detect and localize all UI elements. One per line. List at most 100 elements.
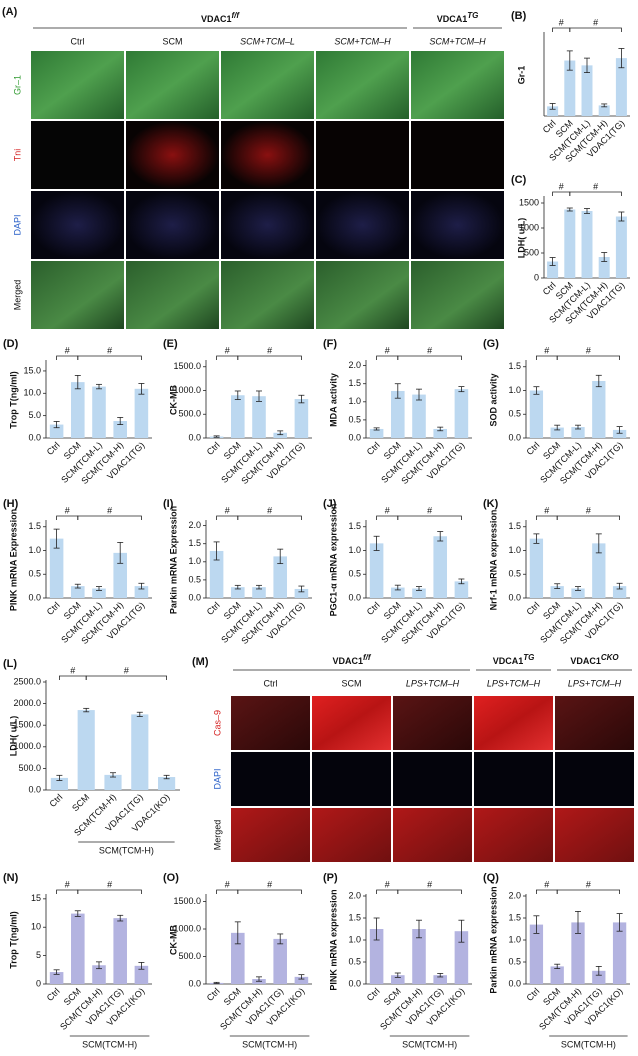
error-bar xyxy=(566,207,573,212)
error-bar xyxy=(437,973,444,978)
bar xyxy=(113,421,127,438)
micrograph xyxy=(126,51,219,119)
error-bar xyxy=(458,386,465,393)
bar xyxy=(433,975,447,984)
bar xyxy=(550,966,564,984)
y-tick-label: 1.5 xyxy=(348,378,361,388)
column-label: Ctrl xyxy=(71,36,85,46)
error-bar xyxy=(616,426,623,434)
micrograph xyxy=(393,808,472,862)
bar xyxy=(598,257,610,278)
y-tick-label: 2.0 xyxy=(348,360,361,370)
y-axis-label: PINK mRNA expression xyxy=(328,889,338,990)
micrograph xyxy=(221,51,314,119)
error-bar xyxy=(213,981,220,984)
y-tick-label: 1000.0 xyxy=(173,385,201,395)
y-tick-label: 1.0 xyxy=(188,556,201,566)
bar xyxy=(581,211,593,278)
bar xyxy=(50,777,68,790)
error-bar xyxy=(74,375,81,390)
bar xyxy=(294,976,309,984)
y-axis-label: SOD activity xyxy=(488,373,498,426)
y-tick-label: 1.0 xyxy=(28,545,41,555)
micrograph xyxy=(31,51,124,119)
y-axis-label: LDH( u/L) xyxy=(516,218,526,259)
error-bar xyxy=(53,528,60,549)
bar xyxy=(581,65,593,116)
significance-bracket xyxy=(536,889,558,894)
error-bar xyxy=(74,583,81,589)
significance-mark: # xyxy=(385,879,390,889)
bar xyxy=(113,918,127,984)
y-tick-label: 500.0 xyxy=(18,763,41,773)
significance-bracket xyxy=(216,355,239,360)
panel-label: (K) xyxy=(483,498,499,510)
significance-mark: # xyxy=(586,345,591,355)
x-tick-label: SCM xyxy=(70,792,91,813)
y-tick-label: 15 xyxy=(31,893,41,903)
error-bar xyxy=(277,430,284,436)
x-tick-label: Ctrl xyxy=(48,792,65,809)
significance-bracket xyxy=(569,27,622,32)
y-tick-label: 0.0 xyxy=(28,432,41,442)
y-axis-label: Parkin mRNA expression xyxy=(488,886,498,993)
panel-label: (B) xyxy=(511,10,527,22)
significance-mark: # xyxy=(427,345,432,355)
y-tick-label: 0.0 xyxy=(28,592,41,602)
bar xyxy=(571,922,585,984)
y-tick-label: 500.0 xyxy=(178,951,201,961)
bar xyxy=(231,587,245,598)
y-tick-label: 500 xyxy=(524,247,539,257)
micrograph xyxy=(393,696,472,750)
y-tick-label: 0.5 xyxy=(348,414,361,424)
bar xyxy=(529,924,544,984)
y-tick-label: 2000.0 xyxy=(13,698,41,708)
bar xyxy=(564,60,576,116)
error-bar xyxy=(256,390,262,402)
bar xyxy=(113,552,127,598)
x-tick-label: Ctrl xyxy=(525,440,542,457)
error-bar xyxy=(298,394,305,404)
error-bar xyxy=(533,386,540,395)
error-bar xyxy=(618,48,625,69)
significance-mark: # xyxy=(225,345,230,355)
y-tick-label: 0.0 xyxy=(188,592,201,602)
significance-bracket xyxy=(56,355,79,360)
bar xyxy=(615,216,627,278)
x-tick-label: Ctrl xyxy=(45,986,62,1003)
panel-label: (H) xyxy=(3,498,19,510)
error-bar xyxy=(136,711,143,717)
column-label: LPS+TCM–H xyxy=(487,678,541,688)
bar xyxy=(615,58,627,116)
y-tick-label: 0.0 xyxy=(348,432,361,442)
error-bar xyxy=(458,578,465,585)
significance-bracket xyxy=(552,191,571,196)
y-tick-label: 2.0 xyxy=(188,520,201,530)
y-tick-label: 1.0 xyxy=(348,396,361,406)
row-label: Tni xyxy=(12,149,22,162)
error-bar xyxy=(234,921,241,945)
x-tick-label: Ctrl xyxy=(525,986,542,1003)
panel-label: (Q) xyxy=(483,872,499,884)
bar xyxy=(529,390,544,438)
bar xyxy=(134,965,149,984)
significance-bracket xyxy=(397,889,462,894)
significance-mark: # xyxy=(559,181,564,191)
significance-bracket xyxy=(77,355,142,360)
micrograph xyxy=(231,808,310,862)
error-bar xyxy=(533,915,540,934)
y-tick-label: 0.5 xyxy=(508,409,521,419)
error-bar xyxy=(584,208,590,214)
panel-label: (F) xyxy=(323,338,337,350)
bar xyxy=(369,543,384,598)
panel-label: (M) xyxy=(192,656,209,668)
bar xyxy=(550,427,564,438)
y-tick-label: 1000 xyxy=(519,222,539,232)
text-part: TG xyxy=(467,11,478,20)
x-tick-label: Ctrl xyxy=(205,986,222,1003)
error-bar xyxy=(416,586,422,591)
panel-label: (J) xyxy=(323,498,337,510)
y-tick-label: 1.5 xyxy=(348,521,361,531)
bar xyxy=(273,432,287,438)
y-tick-label: 1.5 xyxy=(508,361,521,371)
